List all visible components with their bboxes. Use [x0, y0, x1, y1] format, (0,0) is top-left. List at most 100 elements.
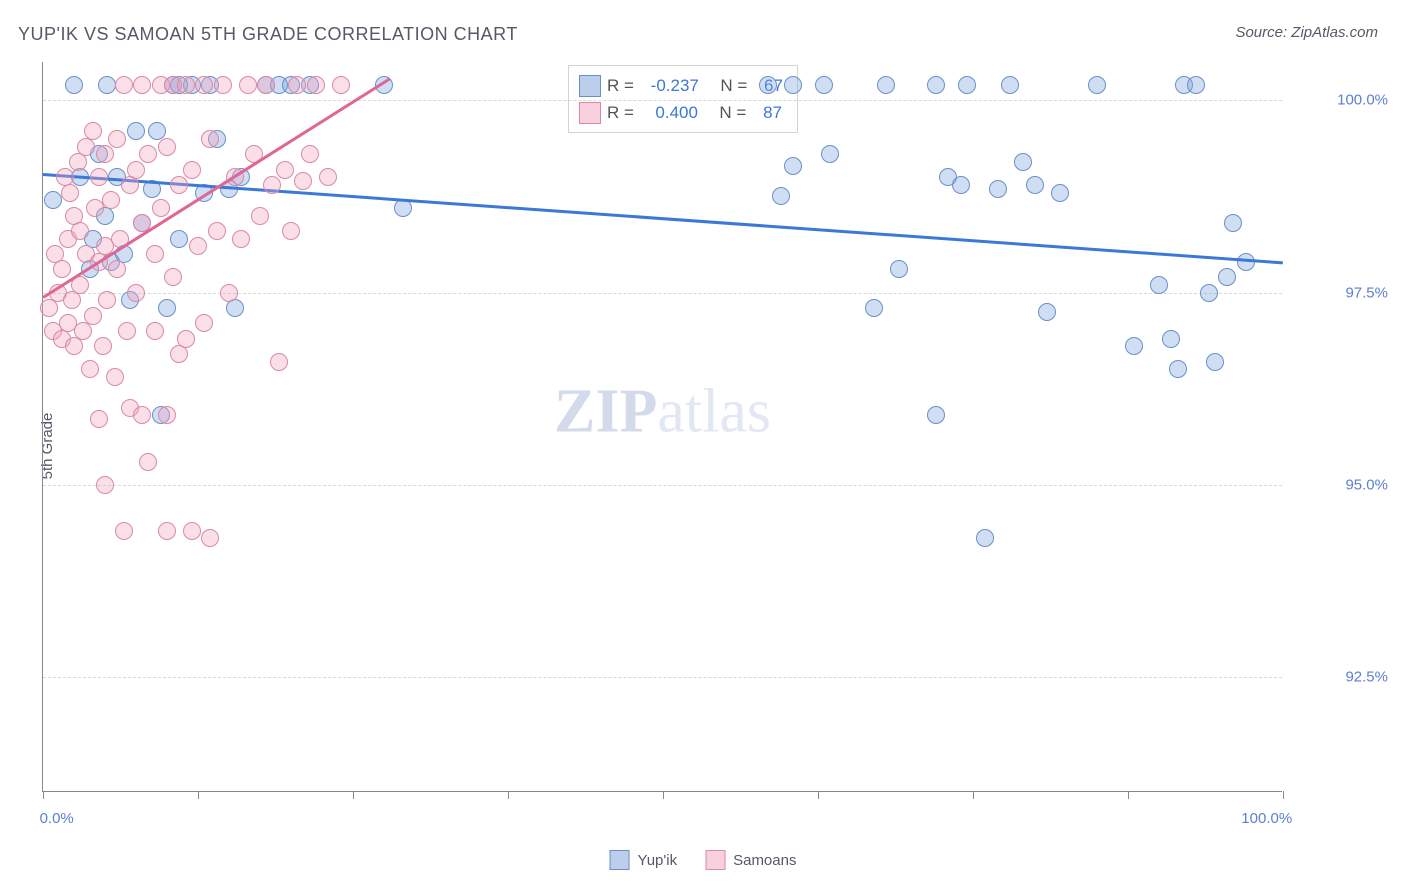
data-point — [927, 406, 945, 424]
data-point — [251, 207, 269, 225]
data-point — [288, 76, 306, 94]
data-point — [53, 260, 71, 278]
data-point — [102, 191, 120, 209]
data-point — [177, 330, 195, 348]
y-tick-label: 95.0% — [1345, 476, 1388, 493]
data-point — [115, 522, 133, 540]
data-point — [319, 168, 337, 186]
x-tick — [818, 791, 819, 799]
data-point — [69, 153, 87, 171]
data-point — [1187, 76, 1205, 94]
data-point — [1169, 360, 1187, 378]
data-point — [71, 222, 89, 240]
data-point — [759, 76, 777, 94]
data-point — [121, 176, 139, 194]
x-tick — [973, 791, 974, 799]
x-tick — [353, 791, 354, 799]
data-point — [96, 476, 114, 494]
data-point — [146, 322, 164, 340]
gridline — [43, 485, 1282, 486]
data-point — [1051, 184, 1069, 202]
data-point — [1206, 353, 1224, 371]
trend-line — [43, 173, 1283, 264]
data-point — [63, 291, 81, 309]
data-point — [195, 314, 213, 332]
data-point — [164, 268, 182, 286]
data-point — [1224, 214, 1242, 232]
data-point — [877, 76, 895, 94]
legend-label: Samoans — [733, 852, 796, 869]
data-point — [90, 410, 108, 428]
legend-label: Yup'ik — [638, 852, 678, 869]
data-point — [158, 299, 176, 317]
data-point — [1237, 253, 1255, 271]
data-point — [1218, 268, 1236, 286]
legend-item-samoans: Samoans — [705, 850, 796, 870]
chart-title: YUP'IK VS SAMOAN 5TH GRADE CORRELATION C… — [18, 24, 518, 45]
data-point — [815, 76, 833, 94]
x-tick-label: 100.0% — [1241, 810, 1292, 827]
data-point — [214, 76, 232, 94]
plot-area: ZIPatlas R = -0.237 N = 67 R = 0.400 N =… — [42, 62, 1282, 792]
data-point — [772, 187, 790, 205]
swatch-icon — [579, 102, 601, 124]
data-point — [201, 130, 219, 148]
data-point — [927, 76, 945, 94]
trend-line — [42, 78, 391, 299]
info-row-samoans: R = 0.400 N = 87 — [579, 99, 783, 126]
data-point — [177, 76, 195, 94]
data-point — [77, 138, 95, 156]
data-point — [332, 76, 350, 94]
data-point — [282, 222, 300, 240]
data-point — [1200, 284, 1218, 302]
data-point — [232, 230, 250, 248]
source-attribution: Source: ZipAtlas.com — [1235, 24, 1378, 41]
data-point — [139, 145, 157, 163]
data-point — [146, 245, 164, 263]
data-point — [108, 130, 126, 148]
data-point — [84, 122, 102, 140]
x-tick-label: 0.0% — [40, 810, 74, 827]
data-point — [152, 199, 170, 217]
data-point — [115, 76, 133, 94]
data-point — [40, 299, 58, 317]
data-point — [989, 180, 1007, 198]
data-point — [94, 337, 112, 355]
data-point — [84, 307, 102, 325]
data-point — [90, 168, 108, 186]
data-point — [170, 176, 188, 194]
swatch-icon — [579, 75, 601, 97]
data-point — [139, 453, 157, 471]
legend: Yup'ik Samoans — [610, 850, 797, 870]
data-point — [890, 260, 908, 278]
data-point — [127, 122, 145, 140]
data-point — [201, 529, 219, 547]
data-point — [158, 138, 176, 156]
data-point — [1125, 337, 1143, 355]
data-point — [65, 337, 83, 355]
data-point — [108, 260, 126, 278]
legend-item-yupik: Yup'ik — [610, 850, 678, 870]
data-point — [127, 161, 145, 179]
x-tick — [1283, 791, 1284, 799]
data-point — [74, 322, 92, 340]
data-point — [127, 284, 145, 302]
swatch-icon — [610, 850, 630, 870]
data-point — [976, 529, 994, 547]
y-tick-label: 97.5% — [1345, 284, 1388, 301]
data-point — [1014, 153, 1032, 171]
data-point — [208, 222, 226, 240]
data-point — [1038, 303, 1056, 321]
data-point — [158, 522, 176, 540]
gridline — [43, 100, 1282, 101]
y-tick-label: 100.0% — [1337, 92, 1388, 109]
data-point — [301, 145, 319, 163]
data-point — [183, 161, 201, 179]
data-point — [1001, 76, 1019, 94]
data-point — [189, 237, 207, 255]
data-point — [220, 284, 238, 302]
data-point — [952, 176, 970, 194]
data-point — [170, 345, 188, 363]
swatch-icon — [705, 850, 725, 870]
data-point — [394, 199, 412, 217]
